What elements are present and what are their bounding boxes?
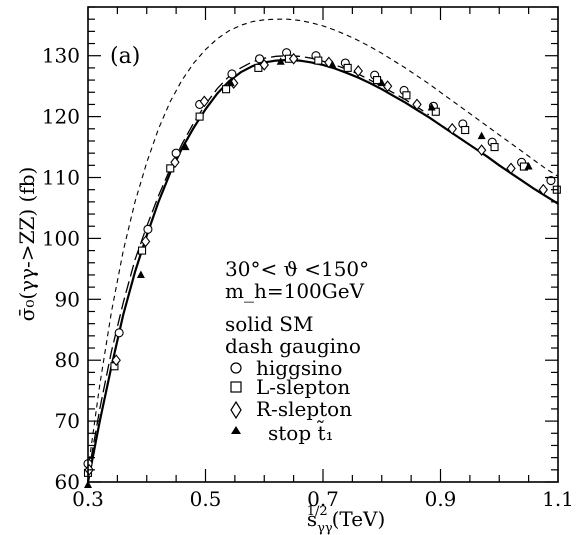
marker-triangle [427,102,436,111]
marker-square [195,112,204,121]
x-axis-label-sup: 1/2 [307,504,328,519]
marker-diamond [353,65,363,77]
y-tick-label: 130 [42,44,80,68]
legend-triangle-marker [231,426,241,434]
legend-diamond-marker [230,400,242,420]
x-tick-label: 0.7 [307,487,339,511]
marker-circle [546,176,556,186]
y-tick-label: 110 [42,166,80,190]
legend: solid SM dash gaugino higgsino L-slepton… [225,312,361,445]
marker-triangle [181,142,190,151]
marker-square [402,91,411,100]
panel-label: (a) [110,44,140,69]
marker-diamond [412,98,422,111]
marker-circle [171,148,181,158]
marker-diamond [259,58,269,71]
legend-dash-label: dash gaugino [225,334,361,358]
series-line-shortdash [87,18,559,470]
legend-circle-marker [230,362,242,374]
marker-triangle [84,480,92,489]
marker-square [343,63,352,72]
marker-diamond [111,354,121,367]
legend-lslepton-label: L-slepton [256,375,350,399]
marker-triangle [136,270,145,278]
annotation: 30°< ϑ <150° m_h=100GeV [225,257,369,303]
y-tick-label: 90 [55,287,80,311]
marker-triangle [377,78,386,87]
x-tick-label: 0.9 [425,487,457,511]
marker-diamond [199,95,210,108]
x-axis-label-sub: γγ [317,521,333,535]
marker-circle [114,328,124,338]
marker-square [372,76,382,85]
marker-square [166,164,175,173]
annotation-angle: 30°< ϑ <150° [225,257,369,281]
marker-diamond [538,183,549,196]
marker-diamond [382,80,393,93]
marker-square [138,246,147,255]
marker-square [461,125,470,135]
marker-diamond [506,162,516,175]
marker-diamond [288,52,299,65]
marker-triangle [524,162,533,170]
legend-square-marker [230,381,242,393]
x-axis-label-base: s [307,507,317,531]
y-tick-label: 60 [55,470,80,494]
marker-triangle [477,131,486,140]
marker-square [222,85,231,94]
y-tick-label: 80 [55,348,80,372]
annotation-mass: m_h=100GeV [225,279,365,303]
x-axis-label: sγγ 1/2 (TeV) [307,504,386,535]
y-tick-label: 70 [55,409,80,433]
marker-triangle [328,60,337,68]
x-tick-label: 0.5 [190,487,222,511]
legend-solid-label: solid SM [225,312,313,336]
x-tick-label: 0.3 [72,487,104,511]
legend-stop-label: stop t̃₁ [268,419,334,445]
marker-square [314,56,323,65]
marker-circle [227,69,237,79]
marker-square [254,63,263,72]
marker-diamond [447,122,457,135]
marker-square [431,107,440,116]
y-tick-label: 120 [42,105,80,129]
marker-triangle [226,78,235,87]
marker-circle [254,54,265,64]
legend-rslepton-label: R-slepton [256,397,352,421]
y-axis-label: σ̄₀(γγ->ZZ) (fb) [15,167,39,322]
marker-triangle [276,57,285,65]
marker-diamond [476,144,487,156]
x-tick-label: 1.1 [542,487,574,511]
x-axis-label-unit: (TeV) [332,507,386,531]
marker-circle [143,224,153,234]
y-tick-label: 100 [42,226,80,250]
legend-higgsino-label: higgsino [256,356,342,380]
marker-diamond [140,235,151,248]
marker-square [490,143,499,152]
marker-diamond [170,156,180,169]
